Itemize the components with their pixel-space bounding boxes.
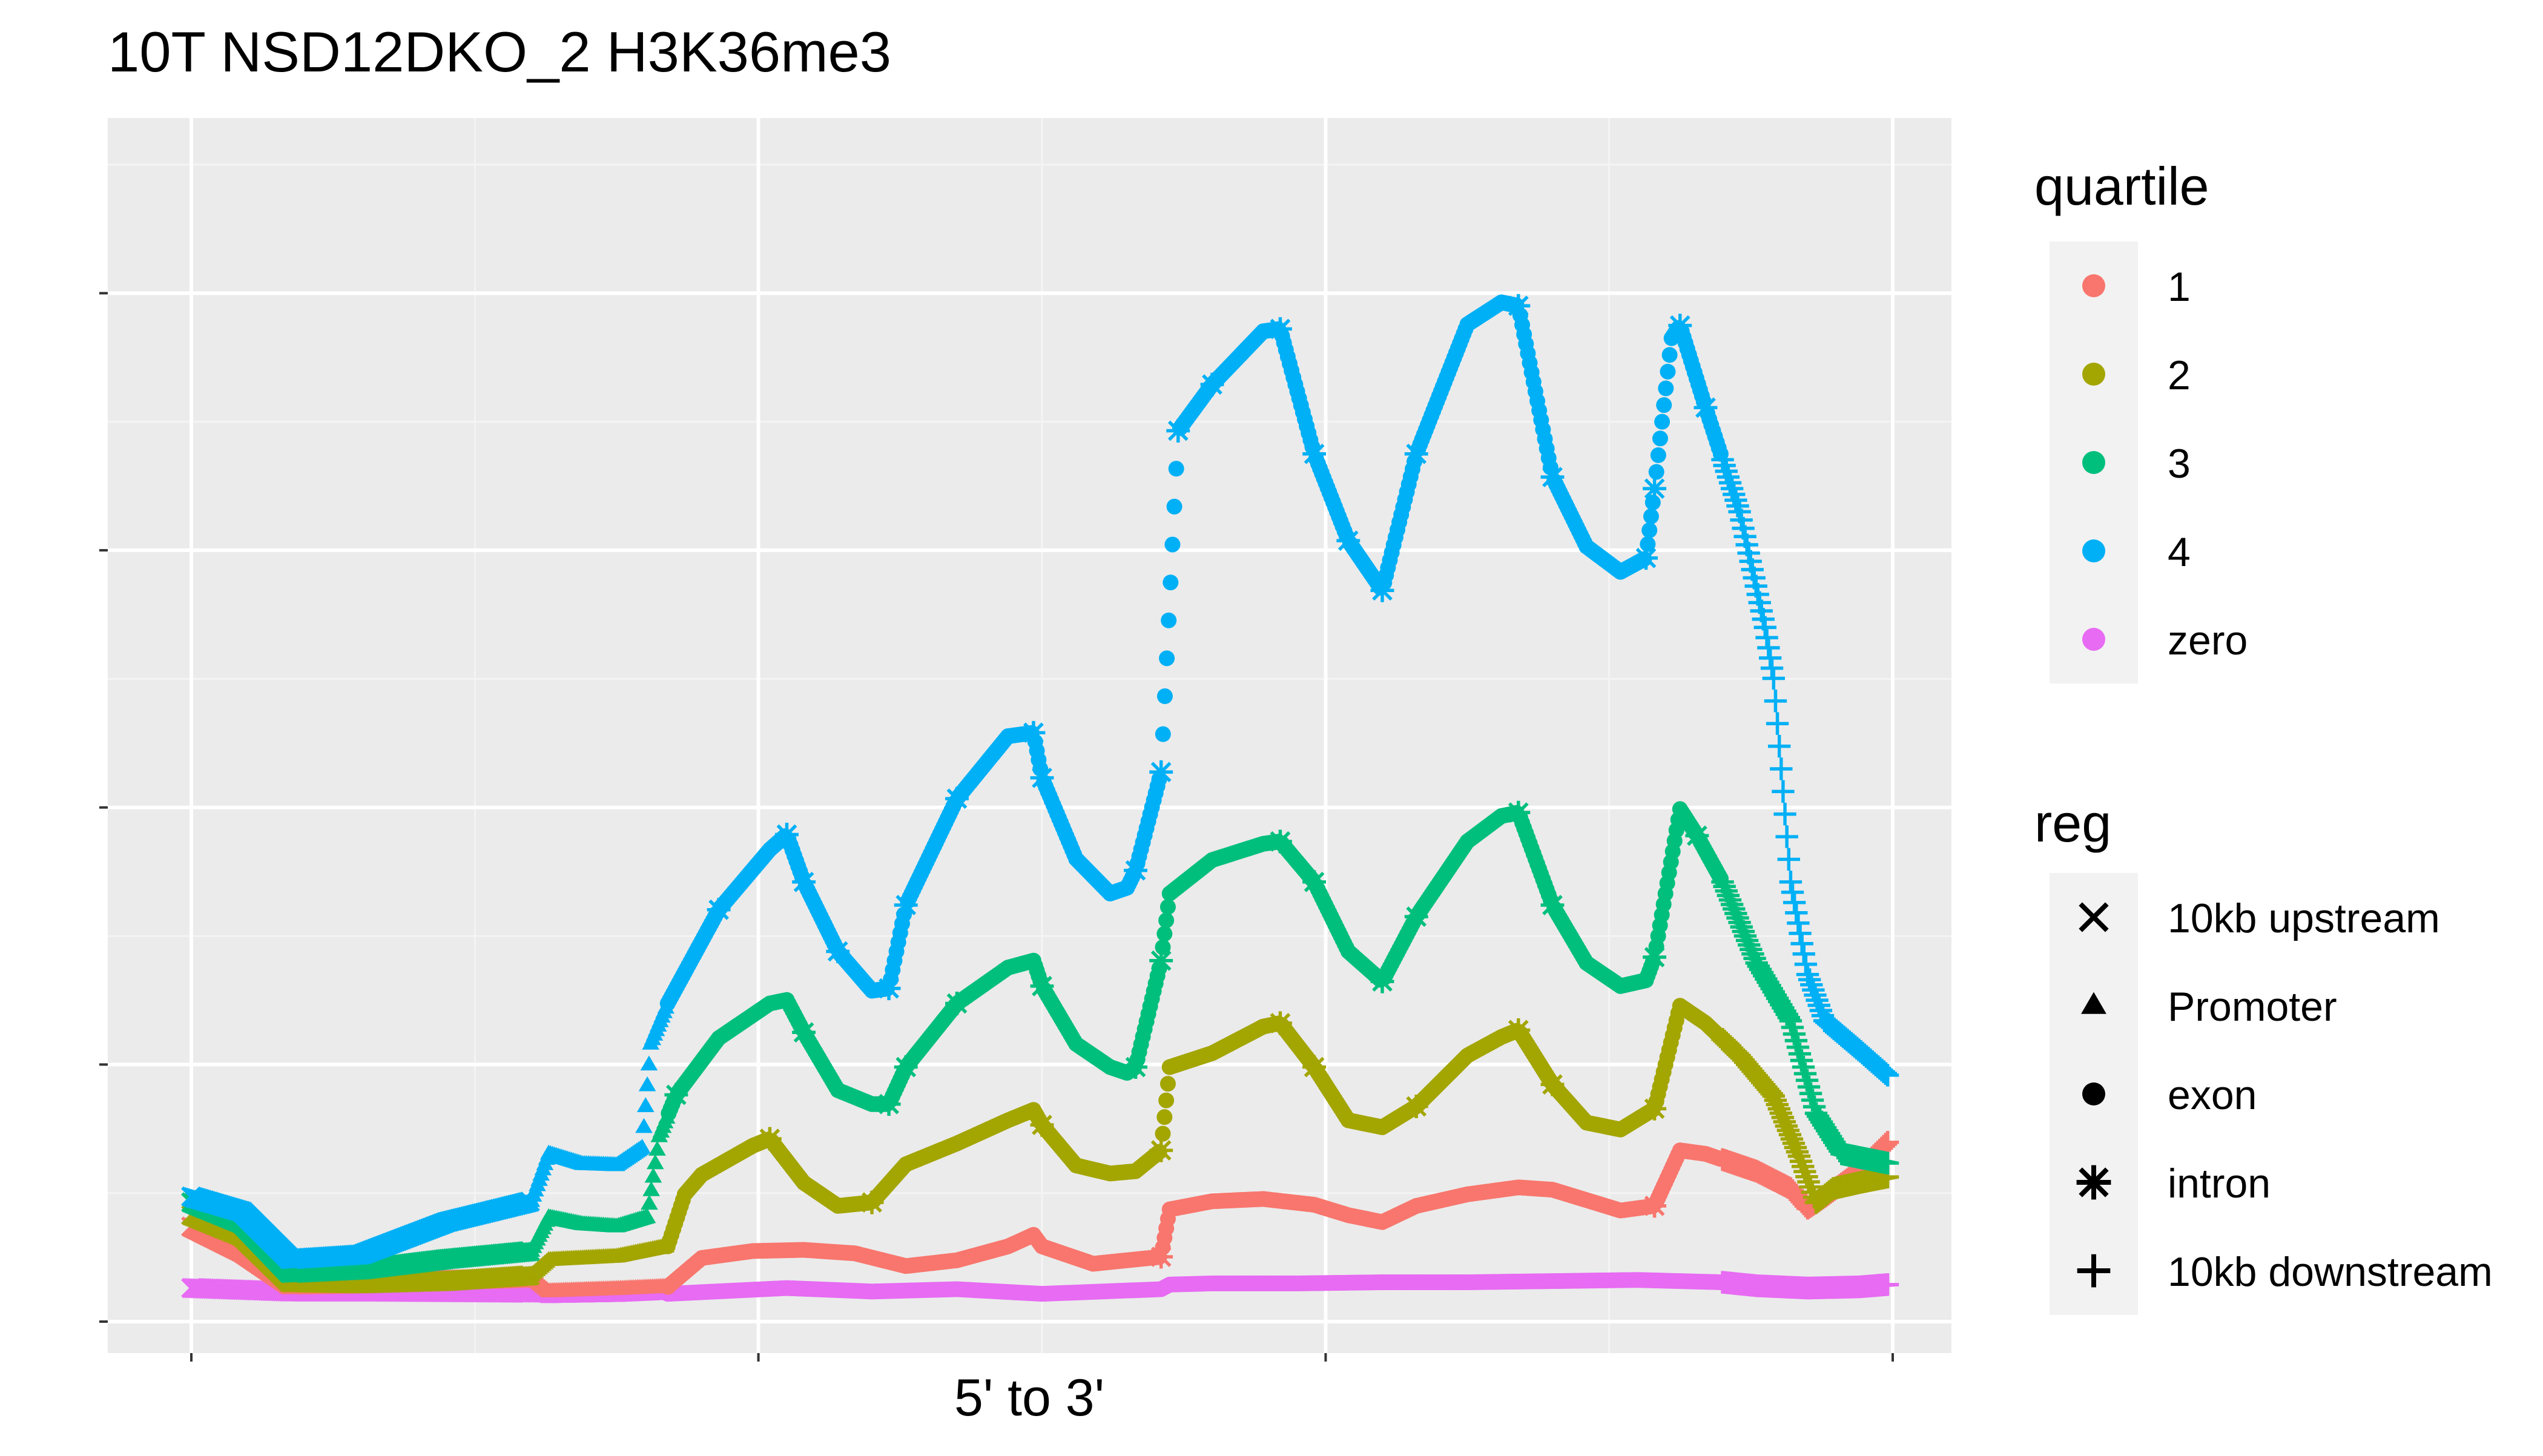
legend-label-plus: 10kb downstream — [2168, 1249, 2493, 1295]
data-point-zero — [1876, 1273, 1899, 1296]
data-point-2 — [1158, 1092, 1175, 1108]
data-point-4 — [1652, 430, 1668, 447]
data-point-3 — [1156, 926, 1173, 942]
x-axis-label: 5' to 3' — [954, 1369, 1104, 1427]
data-point-4 — [1661, 347, 1678, 363]
data-point-2 — [1155, 1125, 1171, 1142]
legend-shape-asterisk-icon — [2076, 1165, 2111, 1200]
data-point-2 — [1159, 1076, 1176, 1092]
data-point-4 — [1149, 760, 1173, 784]
data-point-4 — [1156, 688, 1173, 704]
legend-label-x: 10kb upstream — [2168, 895, 2440, 941]
legend-swatch-4 — [2082, 539, 2105, 562]
legend-reg-title: reg — [2034, 793, 2111, 853]
data-points-layer — [181, 294, 1899, 1303]
legend-label-3: 3 — [2168, 441, 2191, 487]
data-point-3 — [1155, 939, 1171, 955]
data-point-4 — [1161, 612, 1177, 628]
data-point-4 — [1643, 508, 1659, 524]
legend-label-2: 2 — [2168, 352, 2191, 398]
data-point-4 — [1641, 522, 1658, 538]
data-point-3 — [1158, 912, 1175, 929]
legend-label-asterisk: intron — [2168, 1161, 2271, 1207]
legend-swatch-3 — [2082, 451, 2105, 474]
data-point-4 — [1658, 380, 1674, 397]
legend-swatch-2 — [2082, 363, 2105, 386]
data-point-4 — [1163, 575, 1179, 591]
data-point-4 — [1648, 464, 1664, 480]
data-point-4 — [1656, 397, 1672, 413]
data-point-4 — [1643, 476, 1667, 501]
data-point-4 — [1660, 363, 1676, 380]
legend-label-zero: zero — [2168, 618, 2248, 664]
data-point-2 — [1149, 1138, 1173, 1162]
chart-title: 10T NSD12DKO_2 H3K36me3 — [108, 20, 891, 84]
legend-swatch-zero — [2082, 628, 2105, 651]
legend-shape-circle-icon — [2082, 1082, 2105, 1105]
legend-quartile-title: quartile — [2034, 156, 2209, 216]
data-point-3 — [1159, 899, 1176, 915]
data-point-4 — [1640, 536, 1656, 552]
data-point-2 — [1156, 1109, 1173, 1125]
legend-label-1: 1 — [2168, 264, 2191, 310]
data-point-1 — [1149, 1245, 1173, 1269]
data-point-4 — [1654, 413, 1671, 430]
data-point-4 — [1166, 498, 1182, 515]
data-point-4 — [1155, 726, 1171, 742]
data-point-4 — [1168, 461, 1184, 477]
legend-label-triangle: Promoter — [2168, 984, 2337, 1030]
data-point-4 — [1650, 447, 1666, 463]
legend-label-4: 4 — [2168, 529, 2191, 575]
legend-label-circle: exon — [2168, 1072, 2257, 1118]
data-point-4 — [1164, 536, 1181, 553]
legend-swatch-1 — [2082, 274, 2105, 297]
data-point-4 — [1159, 650, 1175, 667]
